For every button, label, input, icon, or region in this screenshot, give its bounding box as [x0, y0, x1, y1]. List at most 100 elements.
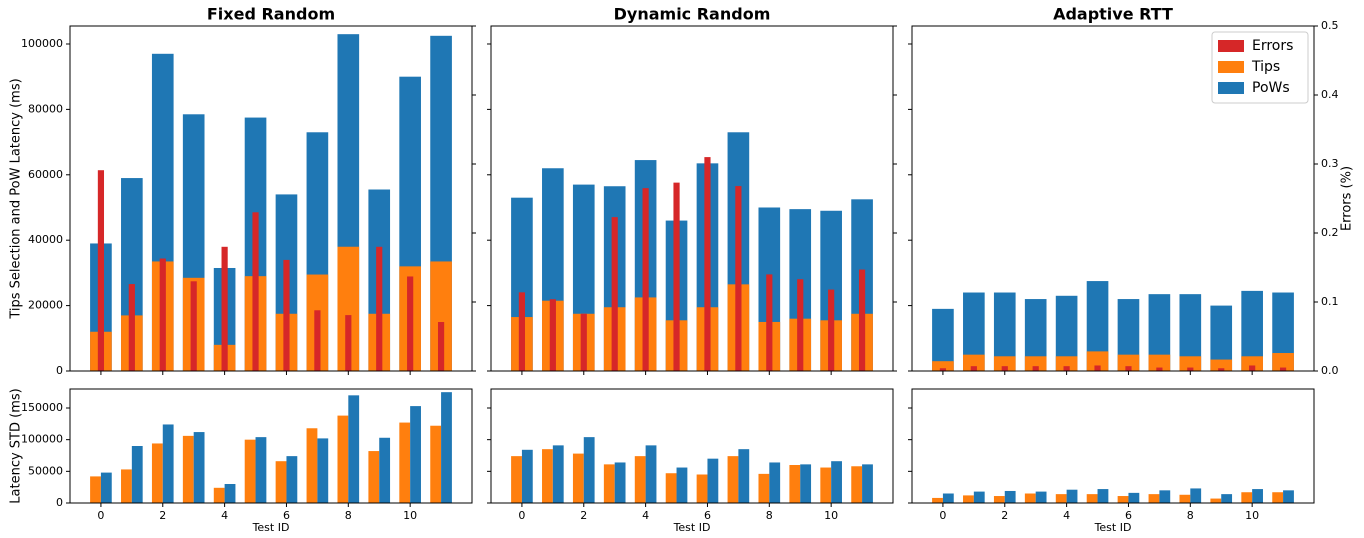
bar	[368, 451, 380, 503]
bar	[345, 315, 352, 371]
y2-tick-label: 0.1	[1321, 295, 1339, 308]
y-tick-label: 0	[56, 364, 63, 377]
x-tick-label: 0	[939, 509, 946, 522]
x-tick-label: 8	[1187, 509, 1194, 522]
bar	[939, 368, 947, 371]
bar	[738, 449, 750, 503]
bar	[862, 464, 873, 503]
x-tick-label: 2	[159, 509, 166, 522]
bar	[1187, 367, 1194, 371]
x-tick-label: 2	[1001, 509, 1008, 522]
bar	[1035, 491, 1047, 503]
bar	[1148, 294, 1171, 371]
bar	[549, 299, 556, 371]
bar	[348, 395, 360, 503]
bar	[1179, 494, 1191, 503]
y-tick-label: 60000	[28, 168, 63, 181]
bar	[758, 473, 770, 503]
bar	[766, 274, 773, 371]
y2-tick-label: 0.4	[1321, 88, 1339, 101]
bar	[1086, 351, 1109, 371]
bar	[1218, 368, 1225, 371]
bar	[193, 432, 205, 503]
bar	[614, 462, 626, 503]
x-tick-label: 6	[283, 509, 290, 522]
panel-title: Fixed Random	[207, 5, 335, 24]
panel-title: Dynamic Random	[614, 5, 771, 24]
bar	[379, 437, 391, 503]
bar	[735, 186, 742, 371]
bar	[151, 443, 163, 503]
bar	[542, 449, 553, 503]
bar	[1148, 354, 1171, 371]
bar	[1241, 492, 1253, 503]
bar	[932, 497, 943, 503]
bar	[437, 322, 445, 371]
bar	[580, 313, 587, 371]
bar	[1148, 494, 1160, 503]
bar	[286, 456, 298, 503]
x-axis-label: Test ID	[252, 521, 290, 534]
bar	[676, 467, 688, 503]
bar	[1094, 365, 1101, 371]
bar	[1159, 490, 1171, 503]
y2-tick-label: 0.3	[1321, 157, 1339, 170]
bar	[1086, 494, 1098, 503]
bar	[552, 445, 564, 503]
bar	[1024, 493, 1036, 503]
bar	[1279, 367, 1287, 371]
bar	[1210, 359, 1233, 371]
bar	[255, 437, 267, 503]
bar	[521, 449, 533, 503]
y-tick-label: 40000	[28, 233, 63, 246]
bar	[213, 487, 225, 503]
y2-axis-label: Errors (%)	[1340, 166, 1355, 231]
axes-frame	[69, 25, 473, 372]
y-tick-label: 20000	[28, 299, 63, 312]
bar	[1179, 356, 1202, 371]
axes-frame	[911, 388, 1315, 504]
bar	[275, 461, 287, 503]
bar	[1252, 489, 1263, 503]
x-tick-label: 6	[1125, 509, 1132, 522]
axes-frame	[911, 25, 1315, 372]
y-tick-label: 0	[56, 496, 63, 509]
bar	[430, 261, 452, 371]
bar	[1156, 367, 1163, 371]
bar	[1055, 494, 1067, 503]
y2-tick-label: 0.2	[1321, 226, 1339, 239]
bar	[244, 439, 256, 503]
y-tick-label: 100000	[21, 433, 63, 446]
bar	[665, 473, 677, 503]
bar	[100, 472, 112, 503]
bar	[963, 495, 974, 503]
bar	[337, 246, 360, 371]
bar	[128, 284, 135, 371]
bar	[603, 464, 615, 503]
bar	[182, 435, 194, 503]
bar	[1117, 354, 1140, 371]
bar	[1249, 365, 1256, 371]
bar	[399, 422, 411, 503]
bar	[634, 456, 646, 503]
bar	[963, 354, 985, 371]
bar	[97, 170, 105, 371]
bar	[314, 310, 321, 371]
bar	[1210, 498, 1222, 503]
y2-tick-label: 0.0	[1321, 364, 1339, 377]
bar	[1179, 294, 1202, 371]
bar	[858, 269, 866, 371]
y2-tick-label: 0.5	[1321, 19, 1339, 32]
bar	[572, 453, 584, 503]
bar	[252, 212, 259, 371]
x-tick-label: 10	[824, 509, 838, 522]
legend-swatch	[1218, 82, 1244, 94]
bar	[993, 496, 1005, 503]
bar	[131, 446, 143, 503]
bar	[1117, 496, 1129, 503]
bar	[1210, 305, 1233, 371]
y-axis-label: Latency STD (ms)	[9, 388, 24, 503]
bar	[1086, 281, 1109, 371]
bar	[800, 464, 812, 503]
bar	[159, 258, 166, 371]
